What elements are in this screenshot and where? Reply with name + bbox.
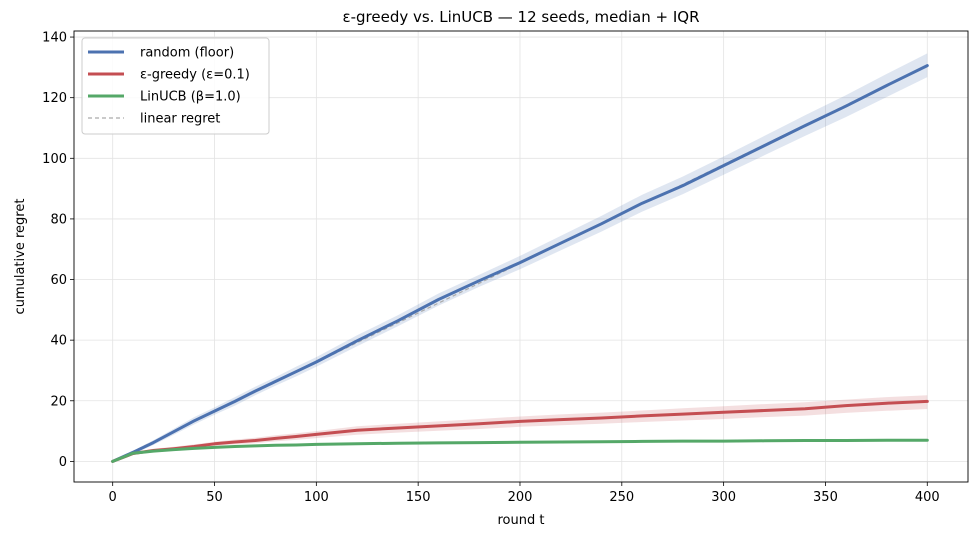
x-tick-label: 50: [206, 490, 223, 505]
y-tick-label: 20: [50, 394, 67, 409]
x-tick-label: 150: [406, 490, 431, 505]
legend-label-0: random (floor): [140, 46, 234, 61]
legend-label-2: LinUCB (β=1.0): [140, 90, 241, 105]
x-tick-label: 400: [915, 490, 940, 505]
legend: random (floor) ε-greedy (ε=0.1) LinUCB (β=…: [81, 37, 270, 135]
legend-box: [81, 37, 270, 135]
x-tick-label: 300: [711, 490, 736, 505]
y-tick-label: 100: [42, 152, 67, 167]
x-tick-label: 200: [508, 490, 533, 505]
x-tick-label: 0: [109, 490, 117, 505]
chart-title: ε-greedy vs. LinUCB — 12 seeds, median +…: [342, 8, 699, 26]
series-lines: [111, 64, 929, 463]
series-line-2: [111, 438, 929, 463]
y-axis-ticks: 0 20 40 60 80 100 120 140: [42, 31, 74, 470]
grid: [74, 31, 968, 482]
iqr-band-0: [112, 53, 928, 462]
plot-frame: [73, 30, 969, 483]
x-tick-label: 100: [304, 490, 329, 505]
legend-label-1: ε-greedy (ε=0.1): [140, 68, 250, 83]
y-tick-label: 80: [50, 212, 67, 227]
series-line-0: [111, 64, 929, 463]
y-axis-label: cumulative regret: [13, 199, 28, 315]
x-tick-label: 250: [609, 490, 634, 505]
x-axis-ticks: 0 50 100 150 200 250 300 350 400: [109, 482, 940, 505]
series-line-1: [111, 399, 929, 463]
x-tick-label: 350: [813, 490, 838, 505]
y-tick-label: 0: [59, 455, 67, 470]
y-tick-label: 120: [42, 91, 67, 106]
y-tick-label: 140: [42, 31, 67, 46]
y-tick-label: 60: [50, 273, 67, 288]
y-tick-label: 40: [50, 334, 67, 349]
x-axis-label: round t: [498, 513, 545, 528]
legend-label-3: linear regret: [140, 112, 220, 127]
